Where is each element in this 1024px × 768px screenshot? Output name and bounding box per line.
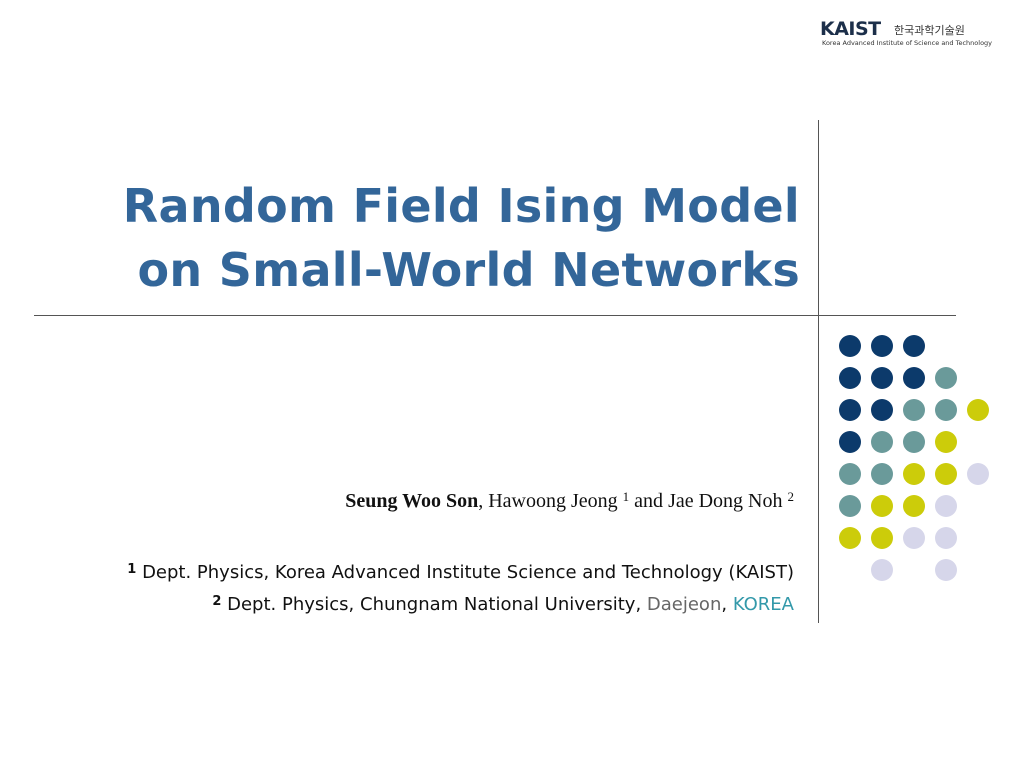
dot-lavender <box>871 559 893 581</box>
logo-name: KAIST <box>820 18 881 40</box>
dot-olive <box>839 527 861 549</box>
dot-lavender <box>935 495 957 517</box>
dot-olive <box>871 527 893 549</box>
author-conjunction: and <box>634 490 664 512</box>
logo-subtitle: Korea Advanced Institute of Science and … <box>822 39 993 47</box>
horizontal-divider <box>34 315 956 316</box>
dot-navy <box>903 367 925 389</box>
dot-olive <box>935 463 957 485</box>
dot-navy <box>903 335 925 357</box>
dot-olive <box>935 431 957 453</box>
dot-olive <box>967 399 989 421</box>
affiliation-text: Dept. Physics, Korea Advanced Institute … <box>142 562 794 583</box>
dot-lavender <box>967 463 989 485</box>
author-second: Hawoong Jeong <box>488 490 618 512</box>
dot-teal <box>903 399 925 421</box>
author-list: Seung Woo Son, Hawoong Jeong 1 and Jae D… <box>94 490 794 513</box>
dot-olive <box>871 495 893 517</box>
title-line-2: on Small-World Networks <box>137 243 800 297</box>
dot-navy <box>839 335 861 357</box>
dot-lavender <box>935 559 957 581</box>
author-separator: , <box>478 490 484 512</box>
affiliation-1: 1 Dept. Physics, Korea Advanced Institut… <box>14 562 794 583</box>
kaist-logo: KAIST 한국과학기술원 Korea Advanced Institute o… <box>820 18 1010 50</box>
dot-teal <box>871 431 893 453</box>
dot-teal <box>839 463 861 485</box>
dot-olive <box>903 463 925 485</box>
dot-navy <box>839 431 861 453</box>
dot-lavender <box>935 527 957 549</box>
author-presenter: Seung Woo Son <box>345 490 479 512</box>
dot-teal <box>839 495 861 517</box>
dot-navy <box>871 335 893 357</box>
dot-teal <box>935 367 957 389</box>
dot-olive <box>903 495 925 517</box>
affiliation-separator: , <box>721 594 733 615</box>
dot-teal <box>935 399 957 421</box>
dot-navy <box>871 367 893 389</box>
affiliation-number: 1 <box>127 562 137 577</box>
author-second-affiliation: 1 <box>622 489 630 504</box>
affiliation-city: Daejeon <box>646 594 722 615</box>
author-third: Jae Dong Noh <box>668 490 783 512</box>
affiliation-text: Dept. Physics, Chungnam National Univers… <box>227 594 647 615</box>
affiliation-number: 2 <box>212 594 222 609</box>
affiliation-2: 2 Dept. Physics, Chungnam National Unive… <box>14 594 794 615</box>
dot-teal <box>903 431 925 453</box>
vertical-divider <box>818 120 819 623</box>
affiliation-country: KOREA <box>732 594 794 615</box>
author-third-affiliation: 2 <box>787 489 795 504</box>
dot-navy <box>839 399 861 421</box>
dot-navy <box>871 399 893 421</box>
slide-title: Random Field Ising Model on Small-World … <box>40 174 800 302</box>
dot-navy <box>839 367 861 389</box>
dot-lavender <box>903 527 925 549</box>
title-line-1: Random Field Ising Model <box>122 179 800 233</box>
dot-teal <box>871 463 893 485</box>
logo-korean-name: 한국과학기술원 <box>894 24 965 37</box>
